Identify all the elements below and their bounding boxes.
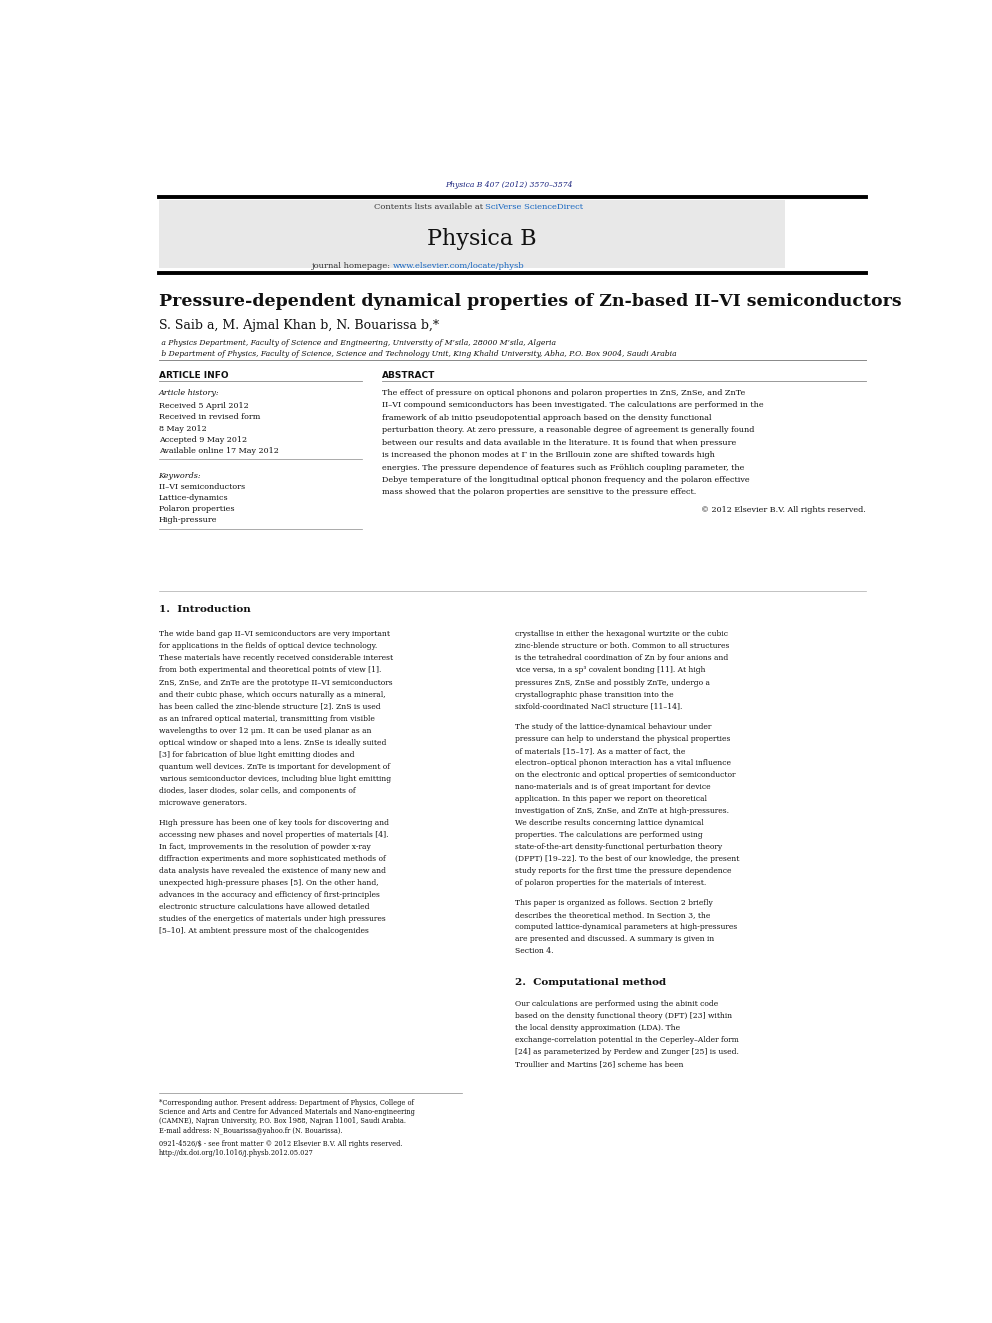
Text: exchange-correlation potential in the Ceperley–Alder form: exchange-correlation potential in the Ce… bbox=[515, 1036, 738, 1044]
Text: Keywords:: Keywords: bbox=[159, 471, 201, 479]
Text: properties. The calculations are performed using: properties. The calculations are perform… bbox=[515, 831, 702, 839]
Text: Received in revised form: Received in revised form bbox=[159, 413, 260, 422]
Text: © 2012 Elsevier B.V. All rights reserved.: © 2012 Elsevier B.V. All rights reserved… bbox=[701, 505, 866, 513]
Text: vice versa, in a sp³ covalent bonding [11]. At high: vice versa, in a sp³ covalent bonding [1… bbox=[515, 667, 705, 675]
Text: mass showed that the polaron properties are sensitive to the pressure effect.: mass showed that the polaron properties … bbox=[382, 488, 695, 496]
Text: perturbation theory. At zero pressure, a reasonable degree of agreement is gener: perturbation theory. At zero pressure, a… bbox=[382, 426, 754, 434]
Text: wavelengths to over 12 μm. It can be used planar as an: wavelengths to over 12 μm. It can be use… bbox=[159, 726, 371, 734]
Text: optical window or shaped into a lens. ZnSe is ideally suited: optical window or shaped into a lens. Zn… bbox=[159, 738, 386, 746]
Text: are presented and discussed. A summary is given in: are presented and discussed. A summary i… bbox=[515, 935, 714, 943]
Text: Debye temperature of the longitudinal optical phonon frequency and the polaron e: Debye temperature of the longitudinal op… bbox=[382, 476, 749, 484]
Text: study reports for the first time the pressure dependence: study reports for the first time the pre… bbox=[515, 867, 731, 875]
Text: II–VI semiconductors: II–VI semiconductors bbox=[159, 483, 245, 491]
Text: and their cubic phase, which occurs naturally as a mineral,: and their cubic phase, which occurs natu… bbox=[159, 691, 385, 699]
Text: between our results and data available in the literature. It is found that when : between our results and data available i… bbox=[382, 439, 736, 447]
Text: SciVerse ScienceDirect: SciVerse ScienceDirect bbox=[485, 202, 583, 210]
Text: http://dx.doi.org/10.1016/j.physb.2012.05.027: http://dx.doi.org/10.1016/j.physb.2012.0… bbox=[159, 1148, 313, 1156]
Text: data analysis have revealed the existence of many new and: data analysis have revealed the existenc… bbox=[159, 867, 386, 875]
Text: This paper is organized as follows. Section 2 briefly: This paper is organized as follows. Sect… bbox=[515, 900, 712, 908]
Text: (CAMNE), Najran University, P.O. Box 1988, Najran 11001, Saudi Arabia.: (CAMNE), Najran University, P.O. Box 198… bbox=[159, 1118, 406, 1126]
Text: 0921-4526/$ - see front matter © 2012 Elsevier B.V. All rights reserved.: 0921-4526/$ - see front matter © 2012 El… bbox=[159, 1140, 402, 1148]
Text: sixfold-coordinated NaCl structure [11–14].: sixfold-coordinated NaCl structure [11–1… bbox=[515, 703, 682, 710]
Text: Troullier and Martins [26] scheme has been: Troullier and Martins [26] scheme has be… bbox=[515, 1060, 683, 1068]
Text: 2.  Computational method: 2. Computational method bbox=[515, 978, 666, 987]
Text: We describe results concerning lattice dynamical: We describe results concerning lattice d… bbox=[515, 819, 703, 827]
Text: Lattice-dynamics: Lattice-dynamics bbox=[159, 493, 228, 501]
Text: Pressure-dependent dynamical properties of Zn-based II–VI semiconductors: Pressure-dependent dynamical properties … bbox=[159, 294, 901, 310]
Text: is the tetrahedral coordination of Zn by four anions and: is the tetrahedral coordination of Zn by… bbox=[515, 655, 728, 663]
Text: High pressure has been one of key tools for discovering and: High pressure has been one of key tools … bbox=[159, 819, 389, 827]
Text: In fact, improvements in the resolution of powder x-ray: In fact, improvements in the resolution … bbox=[159, 843, 370, 851]
Text: microwave generators.: microwave generators. bbox=[159, 799, 247, 807]
Text: as an infrared optical material, transmitting from visible: as an infrared optical material, transmi… bbox=[159, 714, 374, 722]
Text: nano-materials and is of great important for device: nano-materials and is of great important… bbox=[515, 783, 710, 791]
Text: Physica B: Physica B bbox=[427, 228, 537, 250]
Text: a Physics Department, Faculty of Science and Engineering, University of M’sila, : a Physics Department, Faculty of Science… bbox=[159, 339, 556, 347]
Text: High-pressure: High-pressure bbox=[159, 516, 217, 524]
Text: various semiconductor devices, including blue light emitting: various semiconductor devices, including… bbox=[159, 775, 391, 783]
Text: studies of the energetics of materials under high pressures: studies of the energetics of materials u… bbox=[159, 916, 385, 923]
Text: [24] as parameterized by Perdew and Zunger [25] is used.: [24] as parameterized by Perdew and Zung… bbox=[515, 1048, 738, 1056]
Text: Available online 17 May 2012: Available online 17 May 2012 bbox=[159, 447, 279, 455]
Text: 8 May 2012: 8 May 2012 bbox=[159, 425, 206, 433]
Text: Article history:: Article history: bbox=[159, 389, 219, 397]
Text: pressure can help to understand the physical properties: pressure can help to understand the phys… bbox=[515, 734, 730, 742]
Text: *Corresponding author. Present address: Department of Physics, College of: *Corresponding author. Present address: … bbox=[159, 1099, 414, 1107]
Text: crystallise in either the hexagonal wurtzite or the cubic: crystallise in either the hexagonal wurt… bbox=[515, 631, 727, 639]
Text: Section 4.: Section 4. bbox=[515, 947, 554, 955]
Text: S. Saib a, M. Ajmal Khan b, N. Bouarissa b,*: S. Saib a, M. Ajmal Khan b, N. Bouarissa… bbox=[159, 319, 438, 332]
Text: from both experimental and theoretical points of view [1].: from both experimental and theoretical p… bbox=[159, 667, 381, 675]
Text: quantum well devices. ZnTe is important for development of: quantum well devices. ZnTe is important … bbox=[159, 762, 390, 771]
Text: on the electronic and optical properties of semiconductor: on the electronic and optical properties… bbox=[515, 771, 735, 779]
Text: crystallographic phase transition into the: crystallographic phase transition into t… bbox=[515, 691, 674, 699]
Text: The wide band gap II–VI semiconductors are very important: The wide band gap II–VI semiconductors a… bbox=[159, 631, 390, 639]
Text: [5–10]. At ambient pressure most of the chalcogenides: [5–10]. At ambient pressure most of the … bbox=[159, 927, 368, 935]
Text: These materials have recently received considerable interest: These materials have recently received c… bbox=[159, 655, 393, 663]
Text: computed lattice-dynamical parameters at high-pressures: computed lattice-dynamical parameters at… bbox=[515, 923, 737, 931]
Text: E-mail address: N_Bouarissa@yahoo.fr (N. Bouarissa).: E-mail address: N_Bouarissa@yahoo.fr (N.… bbox=[159, 1127, 342, 1135]
Text: energies. The pressure dependence of features such as Fröhlich coupling paramete: energies. The pressure dependence of fea… bbox=[382, 463, 744, 471]
Text: has been called the zinc-blende structure [2]. ZnS is used: has been called the zinc-blende structur… bbox=[159, 703, 380, 710]
Text: www.elsevier.com/locate/physb: www.elsevier.com/locate/physb bbox=[393, 262, 525, 270]
Text: electron–optical phonon interaction has a vital influence: electron–optical phonon interaction has … bbox=[515, 759, 730, 767]
Text: of materials [15–17]. As a matter of fact, the: of materials [15–17]. As a matter of fac… bbox=[515, 746, 684, 754]
Text: electronic structure calculations have allowed detailed: electronic structure calculations have a… bbox=[159, 904, 369, 912]
Text: application. In this paper we report on theoretical: application. In this paper we report on … bbox=[515, 795, 706, 803]
Text: unexpected high-pressure phases [5]. On the other hand,: unexpected high-pressure phases [5]. On … bbox=[159, 878, 378, 886]
Text: diffraction experiments and more sophisticated methods of: diffraction experiments and more sophist… bbox=[159, 855, 385, 863]
Bar bbox=[159, 200, 786, 267]
Text: 1.  Introduction: 1. Introduction bbox=[159, 605, 250, 614]
Text: for applications in the fields of optical device technology.: for applications in the fields of optica… bbox=[159, 643, 377, 651]
Text: Science and Arts and Centre for Advanced Materials and Nano-engineering: Science and Arts and Centre for Advanced… bbox=[159, 1109, 415, 1117]
Text: journal homepage:: journal homepage: bbox=[311, 262, 393, 270]
Text: diodes, laser diodes, solar cells, and components of: diodes, laser diodes, solar cells, and c… bbox=[159, 787, 355, 795]
Text: accessing new phases and novel properties of materials [4].: accessing new phases and novel propertie… bbox=[159, 831, 388, 839]
Text: describes the theoretical method. In Section 3, the: describes the theoretical method. In Sec… bbox=[515, 912, 710, 919]
Text: Accepted 9 May 2012: Accepted 9 May 2012 bbox=[159, 435, 247, 443]
Text: Contents lists available at: Contents lists available at bbox=[374, 202, 485, 210]
Text: zinc-blende structure or both. Common to all structures: zinc-blende structure or both. Common to… bbox=[515, 643, 729, 651]
Text: pressures ZnS, ZnSe and possibly ZnTe, undergo a: pressures ZnS, ZnSe and possibly ZnTe, u… bbox=[515, 679, 709, 687]
Text: Physica B 407 (2012) 3570–3574: Physica B 407 (2012) 3570–3574 bbox=[444, 181, 572, 189]
Text: Polaron properties: Polaron properties bbox=[159, 505, 234, 513]
Text: The effect of pressure on optical phonons and polaron properties in ZnS, ZnSe, a: The effect of pressure on optical phonon… bbox=[382, 389, 745, 397]
Text: of polaron properties for the materials of interest.: of polaron properties for the materials … bbox=[515, 878, 705, 886]
Text: advances in the accuracy and efficiency of first-principles: advances in the accuracy and efficiency … bbox=[159, 890, 380, 900]
Text: The study of the lattice-dynamical behaviour under: The study of the lattice-dynamical behav… bbox=[515, 722, 711, 730]
Text: [3] for fabrication of blue light emitting diodes and: [3] for fabrication of blue light emitti… bbox=[159, 750, 354, 758]
Text: investigation of ZnS, ZnSe, and ZnTe at high-pressures.: investigation of ZnS, ZnSe, and ZnTe at … bbox=[515, 807, 728, 815]
Text: state-of-the-art density-functional perturbation theory: state-of-the-art density-functional pert… bbox=[515, 843, 721, 851]
Text: b Department of Physics, Faculty of Science, Science and Technology Unit, King K: b Department of Physics, Faculty of Scie… bbox=[159, 351, 677, 359]
Text: Our calculations are performed using the abinit code: Our calculations are performed using the… bbox=[515, 1000, 718, 1008]
Text: II–VI compound semiconductors has been investigated. The calculations are perfor: II–VI compound semiconductors has been i… bbox=[382, 401, 763, 409]
Text: framework of ab initio pseudopotential approach based on the density functional: framework of ab initio pseudopotential a… bbox=[382, 414, 711, 422]
Text: Received 5 April 2012: Received 5 April 2012 bbox=[159, 402, 248, 410]
Text: is increased the phonon modes at Γ in the Brillouin zone are shifted towards hig: is increased the phonon modes at Γ in th… bbox=[382, 451, 714, 459]
Text: ARTICLE INFO: ARTICLE INFO bbox=[159, 370, 228, 380]
Text: the local density approximation (LDA). The: the local density approximation (LDA). T… bbox=[515, 1024, 680, 1032]
Text: ZnS, ZnSe, and ZnTe are the prototype II–VI semiconductors: ZnS, ZnSe, and ZnTe are the prototype II… bbox=[159, 679, 392, 687]
Text: ABSTRACT: ABSTRACT bbox=[382, 370, 434, 380]
Text: based on the density functional theory (DFT) [23] within: based on the density functional theory (… bbox=[515, 1012, 732, 1020]
Text: (DFPT) [19–22]. To the best of our knowledge, the present: (DFPT) [19–22]. To the best of our knowl… bbox=[515, 855, 739, 863]
